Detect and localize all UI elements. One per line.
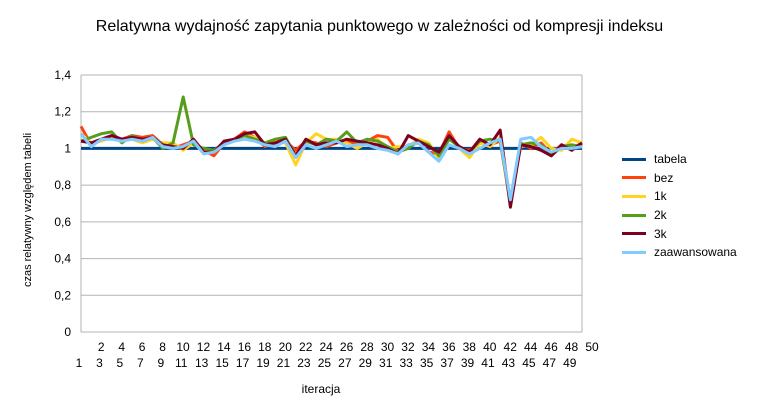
legend-label: 1k	[654, 189, 667, 204]
x-tick-label: 46	[544, 340, 558, 354]
legend-item-tabela: tabela	[622, 150, 737, 169]
x-tick-label: 17	[236, 356, 250, 370]
x-tick-label: 32	[401, 340, 415, 354]
x-tick-label: 18	[258, 340, 272, 354]
x-tick-label: 16	[238, 340, 252, 354]
x-tick-label: 50	[585, 340, 599, 354]
x-tick-label: 38	[463, 340, 477, 354]
x-tick-label: 21	[277, 356, 291, 370]
legend-label: 2k	[654, 208, 667, 223]
x-tick-label: 26	[340, 340, 354, 354]
x-tick-label: 10	[176, 340, 190, 354]
x-tick-label: 43	[502, 356, 516, 370]
x-tick-label: 5	[117, 356, 124, 370]
x-tick-label: 3	[96, 356, 103, 370]
legend-swatch	[622, 194, 646, 198]
x-tick-label: 2	[98, 340, 105, 354]
y-tick-label: 0,2	[54, 288, 71, 302]
x-tick-label: 44	[524, 340, 538, 354]
legend-label: bez	[654, 170, 674, 185]
x-tick-label: 25	[318, 356, 332, 370]
y-tick-label: 1	[64, 141, 71, 155]
legend-swatch	[622, 213, 646, 217]
x-axis-label: iteracja	[301, 382, 341, 396]
x-tick-label: 14	[217, 340, 231, 354]
x-tick-label: 30	[381, 340, 395, 354]
x-tick-label: 48	[565, 340, 579, 354]
x-tick-label: 19	[256, 356, 270, 370]
x-tick-label: 12	[197, 340, 211, 354]
x-tick-label: 41	[481, 356, 495, 370]
x-tick-label: 31	[379, 356, 393, 370]
x-tick-label: 42	[504, 340, 518, 354]
x-tick-label: 20	[279, 340, 293, 354]
x-tick-label: 22	[299, 340, 313, 354]
x-tick-label: 45	[522, 356, 536, 370]
x-tick-label: 37	[440, 356, 454, 370]
series-line-zaawansowana	[79, 132, 583, 202]
x-tick-label: 36	[442, 340, 456, 354]
y-tick-label: 0	[64, 325, 71, 339]
legend-swatch	[622, 176, 646, 180]
x-tick-label: 9	[157, 356, 164, 370]
y-tick-label: 0,6	[54, 215, 71, 229]
x-tick-label: 34	[422, 340, 436, 354]
x-tick-label: 28	[360, 340, 374, 354]
x-tick-label: 13	[195, 356, 209, 370]
legend-swatch	[622, 250, 646, 254]
x-tick-label: 27	[338, 356, 352, 370]
legend-item-2k: 2k	[622, 206, 737, 225]
legend: tabela bez 1k 2k 3k zaawansowana	[622, 150, 737, 262]
x-tick-label: 47	[543, 356, 557, 370]
x-tick-label: 35	[420, 356, 434, 370]
x-tick-label: 6	[139, 340, 146, 354]
gridlines	[80, 74, 583, 333]
legend-label: zaawansowana	[654, 245, 737, 260]
y-tick-label: 1,4	[54, 68, 71, 82]
x-tick-label: 24	[319, 340, 333, 354]
legend-swatch	[622, 157, 646, 161]
y-tick-label: 0,4	[54, 252, 71, 266]
x-tick-label: 33	[400, 356, 414, 370]
chart-title: Relatywna wydajność zapytania punktowego…	[95, 18, 664, 35]
legend-label: tabela	[654, 152, 687, 167]
series-lines	[79, 95, 583, 209]
legend-item-zaawansowana: zaawansowana	[622, 243, 737, 262]
x-tick-label: 1	[76, 356, 83, 370]
x-tick-label: 23	[297, 356, 311, 370]
y-tick-label: 0,8	[54, 178, 71, 192]
x-tick-label: 8	[159, 340, 166, 354]
legend-item-1k: 1k	[622, 187, 737, 206]
y-tick-labels: 0 0,2 0,4 0,6 0,8 1 1,2 1,4	[54, 68, 71, 339]
y-axis-label: czas relatywny względem tabeli	[22, 132, 34, 288]
x-tick-label: 7	[137, 356, 144, 370]
y-tick-label: 1,2	[54, 105, 71, 119]
x-tick-label: 40	[483, 340, 497, 354]
legend-label: 3k	[654, 226, 667, 241]
legend-item-3k: 3k	[622, 224, 737, 243]
x-tick-label: 29	[359, 356, 373, 370]
x-tick-labels: 1234567891011121314151617181920212223242…	[76, 340, 599, 370]
x-tick-label: 49	[563, 356, 577, 370]
x-tick-label: 4	[118, 340, 125, 354]
legend-item-bez: bez	[622, 169, 737, 188]
x-tick-label: 11	[175, 356, 188, 370]
x-tick-label: 39	[461, 356, 475, 370]
legend-swatch	[622, 232, 646, 236]
x-tick-label: 15	[215, 356, 229, 370]
